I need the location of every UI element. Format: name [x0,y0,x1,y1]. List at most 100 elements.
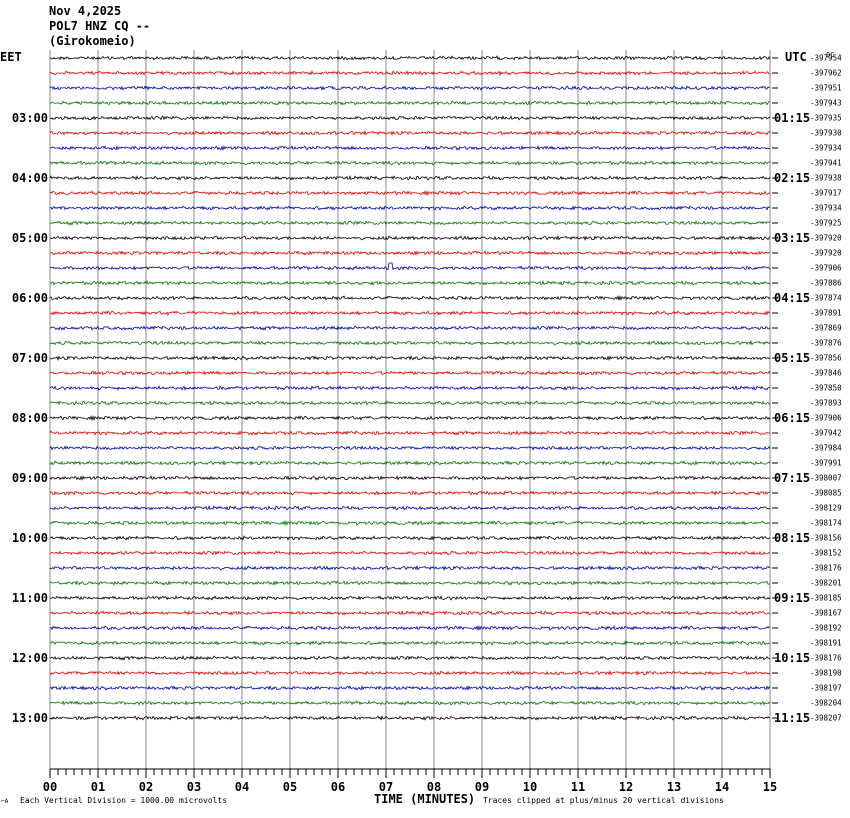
trace-offset-label: -397934 [810,144,842,153]
trace-offset-label: -397954 [810,54,842,63]
seismic-trace [49,625,771,632]
trace-offset-label: -397991 [810,459,842,468]
seismic-trace [49,490,771,496]
hour-label-left: 05:00 [12,231,48,245]
hour-label-right: 05:15 [774,351,810,365]
seismic-trace [49,190,771,197]
seismic-trace [49,370,771,376]
x-tick-label: 11 [571,780,585,794]
x-tick-label: 06 [331,780,345,794]
trace-offset-label: -397886 [810,279,842,288]
x-tick-label: 14 [715,780,729,794]
seismic-trace [49,430,771,436]
trace-offset-label: -397850 [810,384,842,393]
hour-label-left: 13:00 [12,711,48,725]
seismic-trace [49,355,771,362]
seismic-trace [49,279,771,286]
seismic-trace [49,475,771,482]
clip-note: Traces clipped at plus/minus 20 vertical… [483,796,724,805]
seismic-trace [49,459,771,466]
trace-offset-label: -398207 [810,714,842,723]
hour-label-right: 02:15 [774,171,810,185]
x-tick-label: 01 [91,780,105,794]
hour-label-left: 03:00 [12,111,48,125]
trace-offset-label: -397962 [810,69,842,78]
hour-label-right: 09:15 [774,591,810,605]
left-timezone-label: EET [0,50,22,64]
seismic-trace [49,99,771,106]
seismic-trace [49,295,771,302]
seismic-trace [49,595,771,601]
trace-offset-label: -398190 [810,669,842,678]
trace-offset-label: -398129 [810,504,842,513]
hour-label-left: 06:00 [12,291,48,305]
x-tick-label: 13 [667,780,681,794]
trace-offset-label: -398007 [810,474,842,483]
hour-label-right: 06:15 [774,411,810,425]
hour-label-left: 11:00 [12,591,48,605]
trace-offset-label: -398204 [810,699,842,708]
seismic-trace [49,325,771,331]
seismic-trace [49,310,771,316]
x-tick-label: 03 [187,780,201,794]
trace-offset-label: -397906 [810,414,842,423]
seismic-trace [49,234,771,241]
hour-label-right: 10:15 [774,651,810,665]
trace-offset-label: -398176 [810,564,842,573]
seismic-trace [49,415,771,422]
trace-offset-label: -398192 [810,624,842,633]
seismic-trace [49,535,771,541]
hour-label-right: 03:15 [774,231,810,245]
seismic-trace [49,55,771,61]
seismic-trace [49,445,771,451]
trace-offset-label: -398191 [810,639,842,648]
seismic-trace [49,262,771,271]
trace-offset-label: -398185 [810,594,842,603]
scale-note: Each Vertical Division = 1000.00 microvo… [20,796,227,805]
trace-offset-label: -398201 [810,579,842,588]
trace-offset-label: -397920 [810,234,842,243]
trace-offset-label: -397938 [810,174,842,183]
trace-offset-label: -397917 [810,189,842,198]
seismic-trace [49,220,771,226]
seismic-trace [49,640,771,646]
hour-label-right: 01:15 [774,111,810,125]
header-location: (Girokomeio) [49,34,136,48]
seismic-trace [49,250,771,257]
seismic-trace [49,564,771,571]
x-tick-label: 10 [523,780,537,794]
hour-label-left: 07:00 [12,351,48,365]
seismic-trace [49,70,771,77]
trace-offset-label: -397941 [810,159,842,168]
hour-label-left: 12:00 [12,651,48,665]
x-axis-title: TIME (MINUTES) [374,792,475,806]
hour-label-right: 04:15 [774,291,810,305]
seismic-trace [49,685,771,692]
seismic-trace [49,700,771,706]
seismic-trace [49,85,771,91]
corner-mark: 0C [826,51,834,59]
seismic-trace [49,655,771,661]
x-tick-label: 07 [379,780,393,794]
trace-offset-label: -398174 [810,519,842,528]
seismic-trace [49,669,771,676]
header-station: POL7 HNZ CQ -- [49,19,150,33]
hour-label-left: 09:00 [12,471,48,485]
seismic-trace [49,160,771,166]
x-tick-label: 04 [235,780,249,794]
x-tick-label: 12 [619,780,633,794]
trace-offset-label: -397906 [810,264,842,273]
trace-offset-label: -397920 [810,249,842,258]
header-date: Nov 4,2025 [49,4,121,18]
seismic-trace [49,115,771,121]
trace-offset-label: -398085 [810,489,842,498]
x-tick-label: 05 [283,780,297,794]
x-tick-label: 08 [427,780,441,794]
seismic-trace [49,714,771,721]
trace-offset-label: -398167 [810,609,842,618]
hour-label-right: 11:15 [774,711,810,725]
hour-label-left: 08:00 [12,411,48,425]
seismic-trace [49,174,771,181]
hour-label-left: 04:00 [12,171,48,185]
